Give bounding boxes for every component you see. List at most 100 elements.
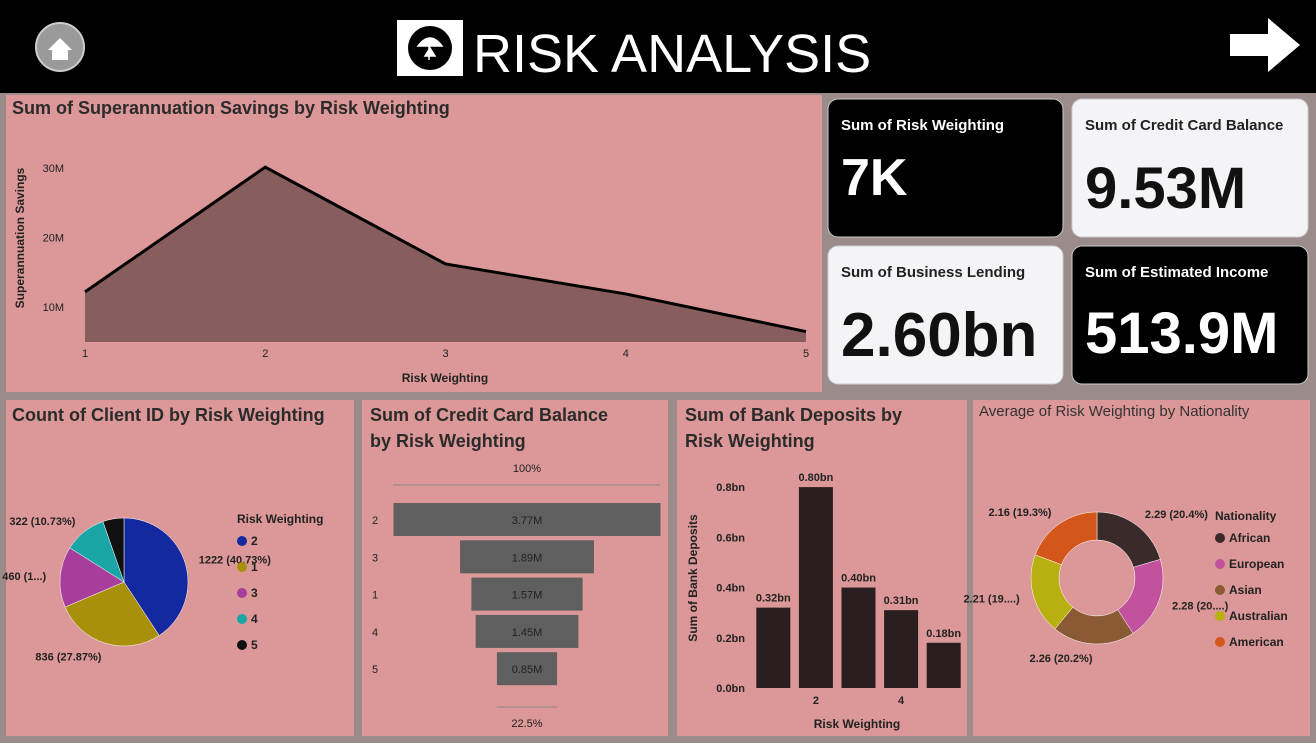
data-label: 2.29 (20.4%) bbox=[1145, 509, 1208, 521]
legend-entry: 4 bbox=[251, 612, 258, 626]
kpi-value: 9.53M bbox=[1085, 156, 1246, 221]
value-label: 1.45M bbox=[512, 627, 543, 639]
funnel-bar bbox=[496, 652, 558, 686]
data-label: 2.28 (20....) bbox=[1172, 601, 1229, 613]
kpi-card bbox=[827, 98, 1064, 238]
funnel-bar bbox=[393, 503, 661, 536]
legend-entry: African bbox=[1229, 531, 1270, 545]
pie-slice bbox=[102, 517, 125, 583]
y-tick-label: 20M bbox=[43, 233, 64, 245]
data-label: 2.16 (19.3%) bbox=[988, 507, 1051, 519]
legend-swatch bbox=[237, 562, 247, 572]
panel bbox=[6, 95, 822, 392]
bar bbox=[841, 587, 876, 688]
value-label: 3.77M bbox=[512, 515, 543, 527]
x-tick-label: 4 bbox=[898, 695, 905, 707]
chart-title: Average of Risk Weighting by Nationality bbox=[979, 403, 1250, 420]
x-tick-label: 5 bbox=[803, 348, 809, 360]
line bbox=[84, 165, 807, 334]
legend-entry: European bbox=[1229, 557, 1284, 571]
legend-title: Risk Weighting bbox=[237, 512, 323, 526]
y-axis-label: Superannuation Savings bbox=[13, 167, 27, 308]
data-label: 2.26 (20.2%) bbox=[1030, 653, 1093, 665]
data-label: 836 (27.87%) bbox=[35, 652, 101, 664]
next-button[interactable] bbox=[1230, 18, 1300, 72]
y-tick-label: 10M bbox=[43, 302, 64, 314]
kpi-card bbox=[1071, 245, 1309, 385]
legend-swatch bbox=[1215, 585, 1225, 595]
legend-swatch bbox=[237, 588, 247, 598]
data-label: 2.21 (19....) bbox=[963, 594, 1020, 606]
funnel-bar bbox=[475, 614, 579, 648]
category-label: 1 bbox=[372, 590, 378, 602]
funnel-bar bbox=[471, 577, 583, 611]
x-axis-label: Risk Weighting bbox=[814, 717, 900, 731]
legend-swatch bbox=[237, 536, 247, 546]
chart-title: Count of Client ID by Risk Weighting bbox=[12, 405, 325, 425]
y-tick-label: 0.0bn bbox=[716, 683, 745, 695]
logo-umbrella bbox=[416, 37, 444, 60]
legend-swatch bbox=[237, 614, 247, 624]
pie-slice bbox=[59, 547, 125, 608]
chart-title: Sum of Credit Card Balance bbox=[370, 405, 608, 425]
legend-swatch bbox=[237, 640, 247, 650]
category-label: 5 bbox=[372, 664, 378, 676]
kpi-label: Sum of Estimated Income bbox=[1085, 264, 1268, 281]
data-label: 1222 (40.73%) bbox=[199, 555, 271, 567]
value-label: 0.32bn bbox=[756, 593, 791, 605]
data-label: 460 (1...) bbox=[2, 571, 46, 583]
legend-entry: 5 bbox=[251, 638, 258, 652]
chart-title: Sum of Bank Deposits by bbox=[685, 405, 902, 425]
kpi-label: Sum of Credit Card Balance bbox=[1085, 117, 1283, 134]
chart-title: Sum of Superannuation Savings by Risk We… bbox=[12, 98, 450, 118]
header-bar bbox=[0, 0, 1316, 93]
legend-swatch bbox=[1215, 559, 1225, 569]
legend-entry: Asian bbox=[1229, 583, 1262, 597]
data-label: 322 (10.73%) bbox=[9, 516, 75, 528]
value-label: 1.89M bbox=[512, 552, 543, 564]
funnel-bar bbox=[460, 540, 594, 574]
legend-entry: 1 bbox=[251, 560, 258, 574]
legend-swatch bbox=[1215, 533, 1225, 543]
x-tick-label: 2 bbox=[813, 695, 819, 707]
category-label: 4 bbox=[372, 627, 378, 639]
x-tick-label: 2 bbox=[262, 348, 268, 360]
funnel-bottom-label: 22.5% bbox=[511, 718, 542, 730]
x-axis-label: Risk Weighting bbox=[402, 371, 488, 385]
y-tick-label: 0.6bn bbox=[716, 532, 745, 544]
y-tick-label: 30M bbox=[43, 163, 64, 175]
kpi-card bbox=[1071, 98, 1309, 238]
category-label: 3 bbox=[372, 552, 378, 564]
value-label: 0.40bn bbox=[841, 573, 876, 585]
legend-entry: 2 bbox=[251, 534, 258, 548]
kpi-label: Sum of Business Lending bbox=[841, 264, 1025, 281]
y-tick-label: 0.2bn bbox=[716, 633, 745, 645]
home-icon bbox=[48, 38, 72, 60]
kpi-value: 2.60bn bbox=[841, 301, 1037, 370]
bar bbox=[756, 607, 791, 688]
page-title: RISK ANALYSIS bbox=[473, 24, 871, 84]
kpi-label: Sum of Risk Weighting bbox=[841, 117, 1004, 134]
y-axis-label: Sum of Bank Deposits bbox=[686, 514, 700, 642]
funnel-top-label: 100% bbox=[513, 463, 541, 475]
x-tick-label: 1 bbox=[82, 348, 88, 360]
bar bbox=[884, 610, 919, 688]
legend-swatch bbox=[1215, 637, 1225, 647]
bar bbox=[926, 642, 961, 688]
chart-title-cont: by Risk Weighting bbox=[370, 431, 526, 451]
legend-swatch bbox=[1215, 611, 1225, 621]
legend-entry: American bbox=[1229, 635, 1284, 649]
pie-slice bbox=[64, 581, 160, 647]
kpi-value: 513.9M bbox=[1085, 301, 1278, 366]
chart-title: Risk Weighting bbox=[685, 431, 815, 451]
area bbox=[85, 167, 806, 342]
x-tick-label: 4 bbox=[623, 348, 629, 360]
bar bbox=[798, 487, 833, 688]
donut-slice bbox=[1034, 511, 1098, 565]
legend-entry: Australian bbox=[1229, 609, 1288, 623]
value-label: 0.80bn bbox=[798, 472, 833, 484]
x-tick-label: 3 bbox=[442, 348, 448, 360]
legend-title: Nationality bbox=[1215, 509, 1277, 523]
y-tick-label: 0.8bn bbox=[716, 482, 745, 494]
